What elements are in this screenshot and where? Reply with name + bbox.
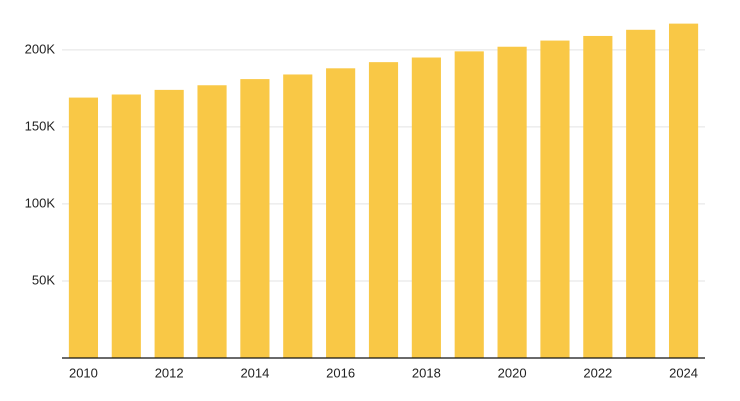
x-tick-label: 2022	[583, 365, 612, 380]
bar	[411, 57, 441, 358]
bar	[454, 51, 484, 358]
x-tick-label: 2018	[412, 365, 441, 380]
y-tick-label: 200K	[25, 41, 56, 56]
x-tick-label: 2016	[326, 365, 355, 380]
bar	[154, 89, 184, 358]
bar	[668, 23, 699, 358]
y-tick-label: 50K	[32, 272, 55, 287]
bar	[111, 94, 141, 358]
bar	[68, 97, 99, 358]
bar	[240, 79, 270, 358]
bar	[283, 74, 313, 359]
bar	[497, 46, 527, 359]
bar	[197, 85, 227, 358]
bar	[583, 35, 613, 358]
y-tick-label: 100K	[25, 195, 56, 210]
bar	[540, 40, 570, 359]
x-tick-label: 2012	[155, 365, 184, 380]
bar	[626, 29, 656, 358]
x-tick-label: 2010	[69, 365, 98, 380]
y-tick-label: 150K	[25, 118, 56, 133]
x-tick-label: 2020	[498, 365, 527, 380]
bar	[326, 68, 356, 359]
x-tick-label: 2024	[669, 365, 698, 380]
bar	[368, 62, 399, 359]
x-tick-label: 2014	[240, 365, 269, 380]
